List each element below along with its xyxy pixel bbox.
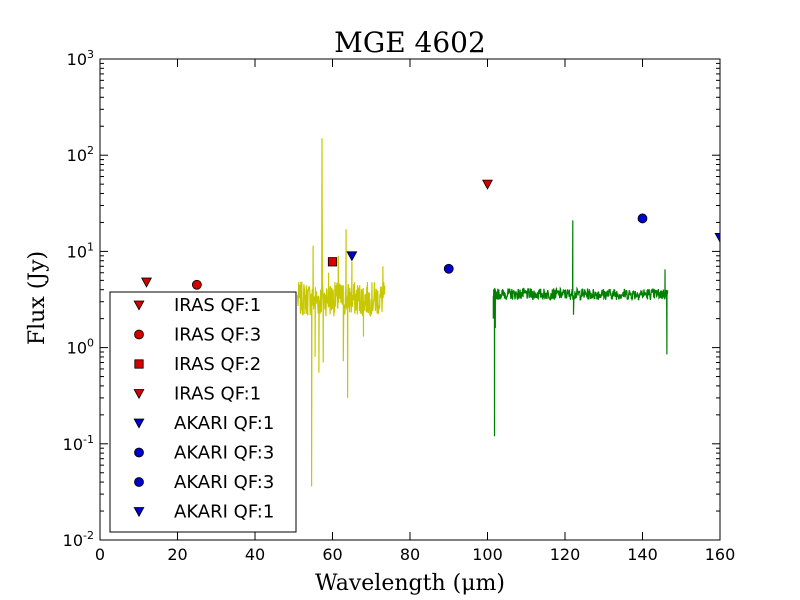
x-tick-label: 120 [550,545,581,564]
y-tick-exponent: 0 [87,337,94,350]
chart-title: MGE 4602 [334,26,486,59]
y-tick-base: 10 [63,435,83,454]
legend-marker [134,359,144,369]
y-tick-exponent: -2 [83,529,94,542]
point-akari-qf-3-6 [637,213,648,224]
x-tick-label: 20 [167,545,187,564]
data-layer [141,138,720,487]
x-axis-label: Wavelength (μm) [315,571,505,596]
legend-label: IRAS QF:1 [174,295,261,316]
legend-label: AKARI QF:3 [174,472,274,493]
legend-marker [133,300,145,311]
legend-label: IRAS QF:2 [174,354,261,375]
point-akari-qf-3-5 [443,263,454,274]
y-tick-label: 10-2 [63,529,94,550]
spectrum-yellow [297,138,386,487]
y-tick-label: 102 [67,144,94,165]
legend-marker [133,389,145,400]
y-tick-base: 10 [67,242,87,261]
point-iras-qf-1-3 [482,179,493,190]
legend-marker [133,418,145,429]
x-tick-label: 80 [400,545,420,564]
legend-label: IRAS QF:3 [174,325,261,346]
x-tick-label: 0 [95,545,105,564]
y-tick-exponent: 2 [87,144,94,157]
legend-label: AKARI QF:1 [174,413,274,434]
y-tick-label: 103 [67,48,94,69]
y-tick-label: 100 [67,337,94,358]
y-tick-label: 101 [67,240,94,261]
x-tick-label: 60 [322,545,342,564]
x-tick-label: 160 [705,545,736,564]
point-iras-qf-1-0 [141,277,152,288]
point-iras-qf-3-1 [191,279,202,290]
x-tick-label: 100 [472,545,503,564]
y-tick-label: 10-1 [63,433,94,454]
y-tick-exponent: 1 [87,240,94,253]
x-tick-label: 140 [627,545,658,564]
y-axis-label: Flux (Jy) [25,251,50,345]
legend-label: AKARI QF:3 [174,443,274,464]
legend-label: AKARI QF:1 [174,502,274,523]
y-tick-base: 10 [67,50,87,69]
point-akari-qf-1-4 [346,251,358,262]
legend-marker [134,447,144,458]
x-tick-label: 40 [245,545,265,564]
plot-area: 0 20 40 60 80 100 120 140 16010-210-110010110210… [63,48,736,564]
spectrum-green [492,220,669,437]
point-iras-qf-2-2 [327,257,338,267]
y-tick-base: 10 [67,146,87,165]
point-akari-qf-1-7 [714,232,720,243]
y-tick-exponent: 3 [87,48,94,61]
y-tick-exponent: -1 [83,433,94,446]
y-tick-base: 10 [63,531,83,550]
legend-marker [134,329,144,340]
legend-label: IRAS QF:1 [174,384,261,405]
legend-marker [134,477,144,487]
legend-marker [133,507,145,518]
y-tick-base: 10 [67,339,87,358]
